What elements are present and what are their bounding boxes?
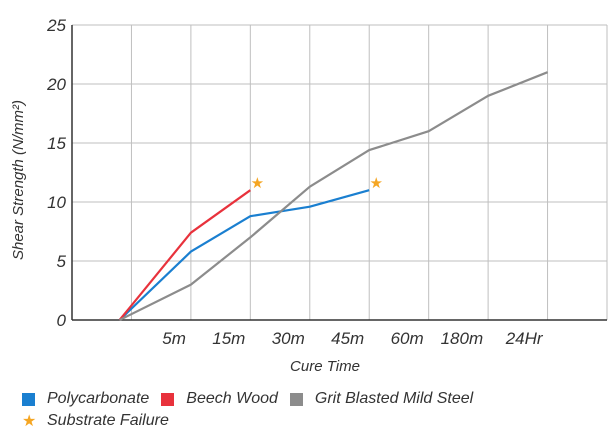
substrate-failure-marker: ★ — [251, 175, 264, 192]
x-tick-label: 60m — [391, 329, 424, 348]
x-tick-label: 180m — [441, 329, 484, 348]
y-tick-label: 15 — [47, 134, 66, 153]
series-line-grit-blasted-mild-steel — [119, 71, 549, 321]
legend-failure-row: ★ Substrate Failure — [22, 410, 485, 432]
y-tick-label: 0 — [57, 311, 67, 330]
y-tick-label: 5 — [57, 252, 67, 271]
series-layer: ★★ — [118, 71, 549, 321]
legend-series-row: Polycarbonate Beech Wood Grit Blasted Mi… — [22, 388, 485, 410]
legend-label-beech-wood: Beech Wood — [186, 390, 278, 407]
legend-label-substrate-failure: Substrate Failure — [47, 412, 169, 429]
legend-label-grit-blasted-mild-steel: Grit Blasted Mild Steel — [314, 390, 474, 407]
legend-item-polycarbonate: Polycarbonate — [22, 390, 149, 408]
legend-item-grit-blasted-mild-steel: Grit Blasted Mild Steel — [289, 390, 474, 408]
legend-label-polycarbonate: Polycarbonate — [47, 390, 150, 407]
series-line-polycarbonate — [118, 189, 370, 321]
legend: Polycarbonate Beech Wood Grit Blasted Mi… — [22, 388, 485, 432]
y-tick-label: 25 — [46, 16, 66, 35]
legend-item-beech-wood: Beech Wood — [161, 390, 278, 408]
x-tick-label: 15m — [212, 329, 245, 348]
x-axis-title: Cure Time — [290, 358, 360, 375]
tick-labels: 0 5 10 15 20 25 5m 15m 30m 45m 60m 180m 24Hr — [46, 16, 544, 348]
legend-swatch-grit-blasted-mild-steel — [289, 392, 303, 406]
substrate-failure-marker: ★ — [369, 175, 382, 192]
legend-swatch-beech-wood — [161, 392, 175, 406]
x-tick-label: 5m — [162, 329, 186, 348]
legend-swatch-polycarbonate — [22, 392, 35, 406]
x-tick-label: 45m — [331, 329, 364, 348]
y-tick-label: 20 — [46, 75, 66, 94]
star-icon: ★ — [22, 413, 37, 430]
axes — [71, 25, 607, 321]
y-axis-title: Shear Strength (N/mm²) — [10, 100, 27, 260]
y-tick-label: 10 — [47, 193, 66, 212]
x-tick-label: 30m — [272, 329, 305, 348]
grid — [72, 24, 608, 321]
x-tick-label: 24Hr — [505, 329, 544, 348]
